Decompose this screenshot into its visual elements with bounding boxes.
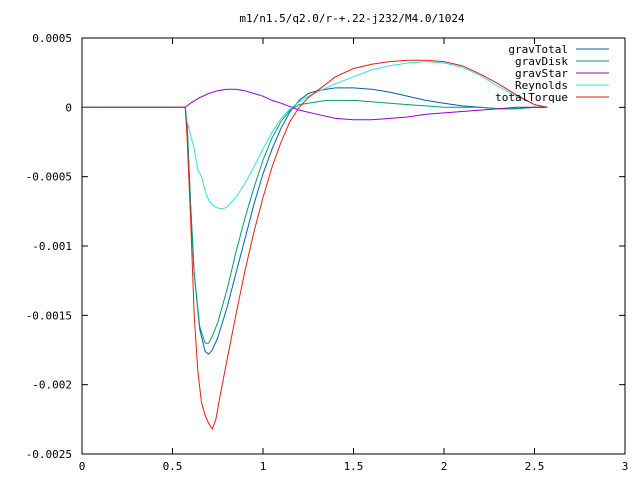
x-tick-label: 2.5 [525, 460, 545, 473]
legend-label: gravDisk [515, 55, 568, 68]
chart-title: m1/n1.5/q2.0/r-+.22-j232/M4.0/1024 [239, 12, 465, 25]
y-tick-label: -0.002 [32, 379, 72, 392]
axes: 0 0.5 1 1.5 2 2.5 3 0.0005 0 -0.0005 -0.001 -0.0015… [26, 32, 629, 473]
x-tick-label: 1.5 [344, 460, 364, 473]
x-tick-label: 2 [441, 460, 448, 473]
series-line-totalTorque [82, 59, 548, 431]
y-tick-label: -0.0005 [26, 171, 72, 184]
x-tick-label: 0 [79, 460, 86, 473]
y-tick-label: -0.001 [32, 240, 72, 253]
legend-label: gravTotal [508, 43, 568, 56]
legend-label: totalTorque [495, 91, 568, 104]
x-tick-label: 3 [622, 460, 629, 473]
x-tick-label: 1 [260, 460, 267, 473]
series-line-Reynolds [82, 61, 548, 210]
y-tick-label: 0 [65, 101, 72, 114]
legend: gravTotalgravDiskgravStarReynoldstotalTo… [495, 43, 609, 104]
series-line-gravStar [82, 88, 548, 121]
x-tick-label: 0.5 [163, 460, 183, 473]
series-line-gravTotal [82, 87, 548, 355]
plot-lines [82, 59, 548, 431]
legend-label: Reynolds [515, 79, 568, 92]
y-tick-label: -0.0015 [26, 309, 72, 322]
y-tick-label: 0.0005 [32, 32, 72, 45]
plot-frame [81, 37, 626, 455]
legend-label: gravStar [515, 67, 568, 80]
y-tick-label: -0.0025 [26, 448, 72, 461]
series-line-gravDisk [82, 99, 548, 344]
